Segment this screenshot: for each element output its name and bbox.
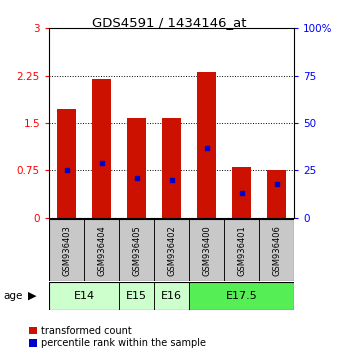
Text: GSM936401: GSM936401 bbox=[237, 225, 246, 276]
Bar bbox=[49, 282, 119, 310]
Bar bbox=[189, 282, 294, 310]
Bar bbox=[154, 219, 189, 281]
Bar bbox=[84, 219, 119, 281]
Text: GSM936404: GSM936404 bbox=[97, 225, 106, 276]
Text: E14: E14 bbox=[73, 291, 95, 301]
Text: GSM936403: GSM936403 bbox=[62, 225, 71, 276]
Bar bbox=[119, 282, 154, 310]
Text: GSM936400: GSM936400 bbox=[202, 225, 211, 276]
Bar bbox=[49, 219, 84, 281]
Bar bbox=[57, 109, 76, 218]
Text: E17.5: E17.5 bbox=[226, 291, 258, 301]
Text: GSM936402: GSM936402 bbox=[167, 225, 176, 276]
Text: E15: E15 bbox=[126, 291, 147, 301]
Text: ▶: ▶ bbox=[28, 291, 37, 301]
Bar bbox=[224, 219, 259, 281]
Text: E16: E16 bbox=[161, 291, 182, 301]
Text: GSM936405: GSM936405 bbox=[132, 225, 141, 276]
Text: GSM936406: GSM936406 bbox=[272, 225, 281, 276]
Text: GDS4591 / 1434146_at: GDS4591 / 1434146_at bbox=[92, 16, 246, 29]
Bar bbox=[267, 170, 286, 218]
Bar bbox=[154, 282, 189, 310]
Bar bbox=[232, 167, 251, 218]
Bar bbox=[162, 118, 181, 218]
Bar bbox=[259, 219, 294, 281]
Legend: transformed count, percentile rank within the sample: transformed count, percentile rank withi… bbox=[28, 325, 207, 349]
Text: age: age bbox=[3, 291, 23, 301]
Bar bbox=[189, 219, 224, 281]
Bar bbox=[127, 118, 146, 218]
Bar bbox=[197, 72, 216, 218]
Bar bbox=[119, 219, 154, 281]
Bar bbox=[92, 79, 111, 218]
